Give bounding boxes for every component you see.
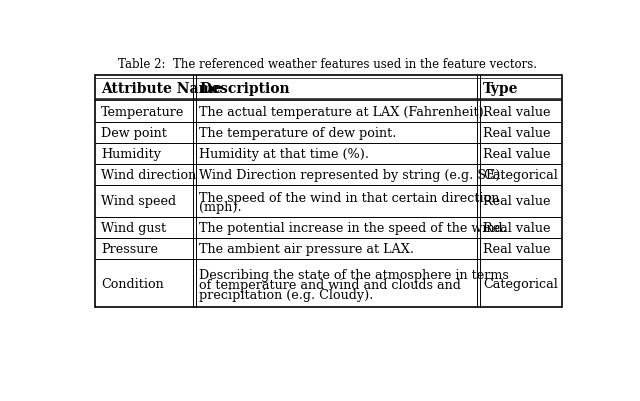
Text: Describing the state of the atmosphere in terms: Describing the state of the atmosphere i…: [199, 268, 509, 281]
Text: Real value: Real value: [483, 105, 550, 118]
Text: The ambient air pressure at LAX.: The ambient air pressure at LAX.: [199, 243, 414, 255]
Text: The temperature of dew point.: The temperature of dew point.: [199, 126, 396, 139]
Text: Pressure: Pressure: [101, 243, 158, 255]
Text: Real value: Real value: [483, 222, 550, 235]
Text: Humidity at that time (%).: Humidity at that time (%).: [199, 147, 369, 160]
Text: Table 2:  The referenced weather features used in the feature vectors.: Table 2: The referenced weather features…: [118, 58, 538, 71]
Text: Temperature: Temperature: [101, 105, 184, 118]
Text: The potential increase in the speed of the wind.: The potential increase in the speed of t…: [199, 222, 507, 235]
Text: Condition: Condition: [101, 277, 164, 290]
Text: The speed of the wind in that certain direction: The speed of the wind in that certain di…: [199, 191, 499, 204]
Text: Description: Description: [199, 81, 290, 95]
Text: Wind Direction represented by string (e.g. SE).: Wind Direction represented by string (e.…: [199, 168, 504, 181]
Text: Real value: Real value: [483, 195, 550, 208]
Text: Wind direction: Wind direction: [101, 168, 196, 181]
Text: precipitation (e.g. Cloudy).: precipitation (e.g. Cloudy).: [199, 288, 373, 301]
Text: Wind gust: Wind gust: [101, 222, 166, 235]
Text: Categorical: Categorical: [483, 277, 557, 290]
Text: Real value: Real value: [483, 126, 550, 139]
Text: Real value: Real value: [483, 147, 550, 160]
Text: Wind speed: Wind speed: [101, 195, 176, 208]
Text: of temperature and wind and clouds and: of temperature and wind and clouds and: [199, 278, 461, 291]
Text: Dew point: Dew point: [101, 126, 166, 139]
Text: Real value: Real value: [483, 243, 550, 255]
Text: The actual temperature at LAX (Fahrenheit).: The actual temperature at LAX (Fahrenhei…: [199, 105, 488, 118]
Text: Categorical: Categorical: [483, 168, 557, 181]
Text: Humidity: Humidity: [101, 147, 161, 160]
Text: Type: Type: [483, 81, 518, 95]
Text: Attribute Name: Attribute Name: [101, 81, 222, 95]
Text: (mph).: (mph).: [199, 201, 242, 214]
